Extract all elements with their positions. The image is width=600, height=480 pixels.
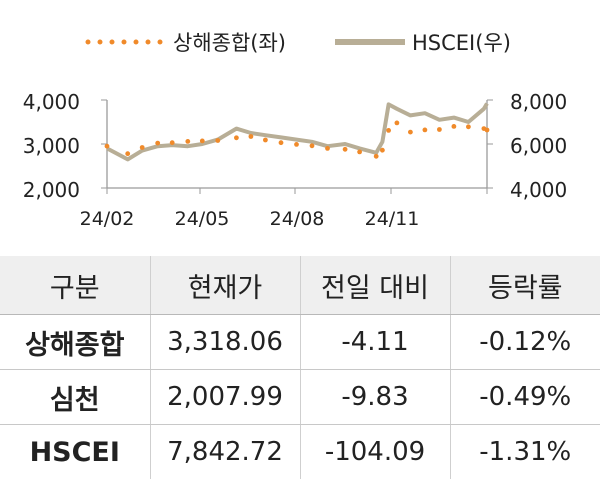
data-point-shanghai	[386, 127, 391, 133]
data-point-shanghai	[408, 129, 413, 135]
data-point-shanghai	[325, 146, 330, 151]
left-axis-ticks: 4,000 3,000 2,000	[23, 90, 107, 202]
column-header: 현재가	[149, 256, 300, 315]
price-cell: 2,007.99	[149, 369, 300, 425]
rate-cell: -0.12%	[449, 314, 600, 370]
x-tick-label: 24/08	[270, 208, 325, 230]
data-point-shanghai	[394, 120, 400, 126]
data-point-shanghai	[342, 146, 348, 152]
market-table: 구분 현재가 전일 대비 등락률 상해종합 3,318.06 -4.11 -0.…	[0, 256, 600, 479]
data-point-shanghai	[234, 135, 239, 141]
data-point-shanghai	[294, 142, 299, 147]
right-tick-label: 8,000	[510, 90, 567, 114]
price-cell: 7,842.72	[149, 424, 300, 479]
data-point-shanghai	[422, 127, 428, 133]
data-point-shanghai	[169, 140, 175, 146]
price-cell: 3,318.06	[149, 314, 300, 370]
table-row: 심천 2,007.99 -9.83 -0.49%	[0, 369, 600, 425]
legend-label-hscei: HSCEI(우)	[412, 31, 511, 55]
data-point-shanghai	[278, 140, 284, 146]
data-point-shanghai	[466, 124, 471, 130]
left-tick-label: 3,000	[23, 134, 80, 158]
right-tick-label: 4,000	[510, 178, 567, 202]
data-point-shanghai	[451, 124, 457, 129]
data-point-shanghai	[309, 143, 315, 149]
data-point-shanghai	[139, 145, 145, 150]
table-header-row: 구분 현재가 전일 대비 등락률	[0, 256, 600, 315]
column-header: 등락률	[449, 256, 600, 315]
table-row: 상해종합 3,318.06 -4.11 -0.12%	[0, 314, 600, 370]
legend: 상해종합(좌) HSCEI(우)	[85, 31, 511, 55]
change-cell: -104.09	[299, 424, 450, 479]
x-tick-label: 24/11	[365, 208, 420, 230]
index-name: HSCEI	[29, 436, 120, 468]
plot-area	[104, 102, 490, 162]
data-point-shanghai	[263, 137, 268, 143]
rate-cell: -1.31%	[449, 424, 600, 479]
data-point-shanghai	[380, 147, 385, 153]
series-line-hscei	[106, 102, 489, 162]
index-name: 심천	[0, 369, 150, 425]
change-cell: -9.83	[299, 369, 450, 425]
x-tick-label: 24/02	[80, 208, 135, 230]
data-point-shanghai	[248, 134, 254, 139]
data-point-shanghai	[437, 127, 442, 132]
data-point-shanghai	[155, 140, 161, 146]
right-tick-label: 6,000	[510, 134, 567, 158]
data-point-shanghai	[199, 138, 205, 144]
x-tick-label: 24/05	[175, 208, 230, 230]
column-header: 구분	[0, 256, 150, 315]
left-tick-label: 2,000	[23, 178, 80, 202]
data-point-shanghai	[215, 138, 221, 143]
rate-cell: -0.49%	[449, 369, 600, 425]
index-name: 상해종합	[0, 314, 150, 370]
data-point-shanghai	[104, 143, 110, 149]
x-axis-ticks: 24/02 24/05 24/08 24/11	[80, 188, 488, 230]
change-cell: -4.11	[299, 314, 450, 370]
data-point-shanghai	[185, 139, 191, 144]
data-point-shanghai	[484, 127, 490, 133]
data-point-shanghai	[125, 151, 131, 157]
legend-label-shanghai: 상해종합(좌)	[173, 31, 286, 55]
data-point-shanghai	[373, 153, 379, 159]
right-axis-ticks: 8,000 6,000 4,000	[487, 90, 567, 202]
table-row: HSCEI 7,842.72 -104.09 -1.31%	[0, 424, 600, 479]
data-point-shanghai	[357, 149, 362, 155]
chart: 상해종합(좌) HSCEI(우) 4,000 3,000 2,000 8,000…	[23, 31, 568, 230]
left-tick-label: 4,000	[23, 90, 80, 114]
column-header: 전일 대비	[299, 256, 450, 315]
